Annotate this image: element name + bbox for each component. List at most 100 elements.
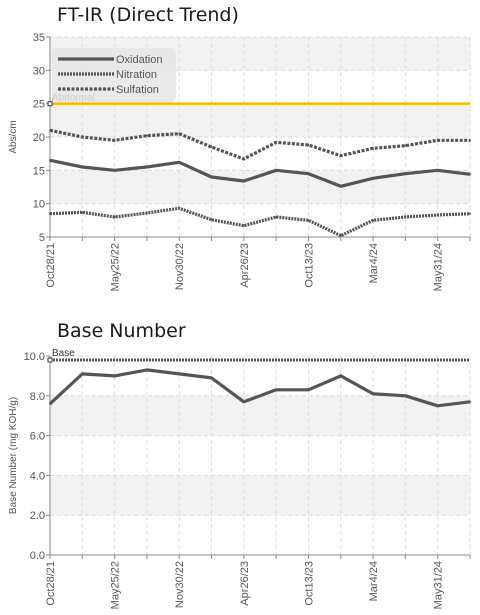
base-number-point: [210, 376, 213, 379]
plot-band: [50, 103, 470, 137]
y-tick-label: 0.0: [30, 550, 45, 562]
base-number-point: [469, 400, 471, 403]
oxidation-point: [210, 176, 213, 178]
plot-band: [50, 395, 470, 436]
y-axis-label: Abs/cm: [8, 120, 19, 153]
oxidation-point: [275, 169, 278, 172]
x-tick-label: Oct13/23: [303, 561, 315, 606]
series-line-nitration: [49, 206, 471, 238]
base-number-point: [436, 404, 439, 407]
series-line-oxidation: [49, 158, 471, 188]
sulfation-point: [275, 141, 278, 144]
sulfation-point: [113, 139, 116, 142]
oxidation-point: [81, 166, 84, 168]
nitration-point: [210, 218, 213, 221]
oxidation-point: [339, 185, 342, 188]
oxidation-point: [436, 169, 439, 172]
y-tick-label: 8.0: [30, 391, 45, 403]
series-line-sulfation: [49, 128, 470, 161]
x-tick-label: Oct28/21: [45, 561, 57, 606]
sulfation-point: [210, 146, 213, 148]
y-tick-label: 10: [33, 199, 45, 211]
base-number-point: [307, 388, 310, 391]
plot-band: [50, 137, 470, 171]
oxidation-point: [469, 173, 471, 176]
x-tick-label: Oct28/21: [45, 243, 57, 288]
nitration-point: [307, 219, 310, 222]
x-tick-label: Mar4/24: [368, 561, 380, 601]
base-number-point: [242, 400, 245, 403]
nitration-point: [469, 212, 471, 215]
sulfation-point: [81, 136, 84, 138]
sulfation-point: [242, 158, 245, 160]
legend-label-oxidation: Oxidation: [116, 54, 162, 66]
base-number-point: [275, 388, 278, 391]
base-reference-label: Base: [52, 348, 75, 359]
base-number-point: [145, 368, 148, 371]
legend-label-sulfation: Sulfation: [116, 84, 159, 96]
y-tick-label: 20: [33, 132, 45, 144]
x-tick-label: May25/22: [110, 561, 122, 609]
oxidation-point: [49, 159, 51, 162]
sulfation-point: [49, 129, 51, 132]
limit-marker: [47, 101, 53, 107]
base-number-point: [372, 392, 375, 395]
x-tick-label: Apr26/23: [239, 561, 251, 606]
oxidation-point: [307, 172, 310, 175]
x-tick-label: Oct13/23: [303, 243, 315, 288]
nitration-point: [113, 216, 116, 218]
nitration-point: [49, 212, 51, 215]
y-tick-label: 5: [39, 232, 45, 244]
sulfation-point: [145, 134, 148, 137]
oxidation-point: [178, 161, 181, 164]
base-number-point: [339, 374, 342, 377]
y-tick-label: 15: [33, 165, 45, 177]
nitration-point: [436, 214, 439, 216]
oxidation-point: [242, 180, 245, 182]
base-number-point: [113, 374, 116, 377]
plot-band: [50, 515, 470, 555]
y-tick-label: 30: [33, 65, 45, 77]
nitration-point: [339, 234, 342, 237]
oxidation-point: [145, 166, 148, 168]
nitration-point: [404, 216, 407, 218]
ftir-chart-title: FT-IR (Direct Trend): [57, 4, 239, 26]
sulfation-point: [339, 154, 342, 157]
y-tick-label: 25: [33, 99, 45, 111]
oxidation-point: [404, 172, 407, 175]
base-number-point: [178, 372, 181, 375]
sulfation-point: [436, 139, 439, 142]
sulfation-point: [307, 144, 310, 146]
plot-band: [50, 475, 470, 516]
x-tick-label: May31/24: [433, 243, 445, 291]
nitration-point: [242, 224, 245, 227]
ftir-chart: 5 10 15 20 25 30 35 Oct28/21 May25/22 Nov30/22 Apr…: [8, 32, 471, 291]
base-number-point: [81, 372, 84, 375]
sulfation-point: [178, 132, 181, 135]
nitration-point: [275, 216, 278, 218]
base-number-point: [49, 402, 51, 405]
x-tick-label: May25/22: [110, 243, 122, 291]
plot-band: [50, 435, 470, 476]
x-tick-label: Apr26/23: [239, 243, 251, 288]
y-tick-label: 35: [33, 32, 45, 44]
oxidation-point: [372, 177, 375, 180]
x-tick-label: May31/24: [433, 561, 445, 609]
x-tick-label: Mar4/24: [368, 243, 380, 283]
x-tick-label: Nov30/22: [174, 561, 186, 608]
y-tick-label: 2.0: [30, 510, 45, 522]
reference-marker: [47, 357, 53, 363]
nitration-point: [178, 207, 181, 210]
y-tick-label: 10.0: [24, 351, 45, 363]
y-tick-label: 6.0: [30, 431, 45, 443]
sulfation-point: [404, 144, 407, 147]
nitration-point: [81, 211, 84, 214]
y-tick-label: 4.0: [30, 470, 45, 482]
y-axis-label: Base Number (mg KOH/g): [8, 397, 19, 514]
base-number-point: [404, 394, 407, 397]
base-number-series-line: [48, 368, 471, 408]
x-tick-label: Nov30/22: [174, 243, 186, 290]
sulfation-point: [372, 147, 375, 150]
nitration-point: [145, 212, 148, 214]
